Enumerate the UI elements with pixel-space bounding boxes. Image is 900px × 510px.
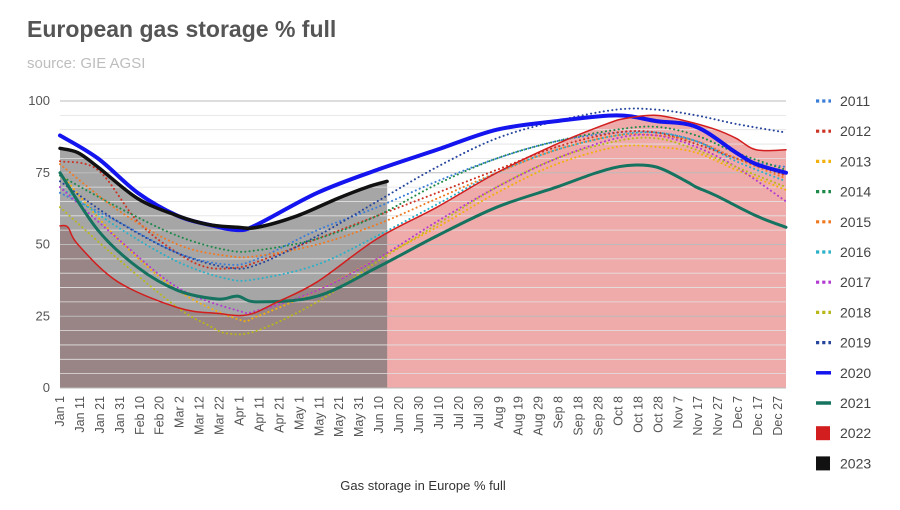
x-tick-label: Jun 10 (372, 396, 386, 434)
grid-lines (60, 100, 786, 389)
y-axis: 0 25 50 75 100 (28, 93, 50, 395)
series-line-2021 (58, 163, 788, 304)
x-tick-label: Mar 12 (193, 396, 207, 435)
series-line-2018 (59, 136, 787, 336)
series-line-2022 (59, 114, 787, 317)
legend-label-2013: 2013 (840, 153, 871, 169)
x-tick-label: Oct 8 (611, 396, 625, 426)
x-tick-label: Sep 28 (592, 396, 606, 436)
area-overlap (60, 225, 388, 388)
series-line-2012 (59, 129, 787, 270)
legend-label-2018: 2018 (840, 304, 871, 320)
y-tick-label: 100 (28, 93, 50, 108)
x-tick-label: Nov 7 (671, 396, 685, 429)
x-tick-label: Jan 21 (93, 396, 107, 434)
x-tick-label: Jan 31 (113, 396, 127, 434)
series-line-2014 (59, 125, 787, 253)
x-tick-label: Feb 10 (133, 396, 147, 435)
x-tick-label: Sep 18 (572, 396, 586, 436)
x-tick-label: Nov 27 (711, 396, 725, 436)
x-axis-label: Gas storage in Europe % full (340, 478, 506, 493)
x-tick-label: Dec 7 (731, 396, 745, 429)
x-tick-label: Mar 2 (173, 396, 187, 428)
series-line-2016 (59, 131, 787, 282)
x-tick-label: Feb 20 (153, 396, 167, 435)
x-tick-label: Aug 9 (492, 396, 506, 429)
x-tick-label: Jun 30 (412, 396, 426, 434)
legend: 2011 2012 2013 2014 2015 2016 2017 2018 2019 2020… (816, 93, 871, 471)
series-line-2023 (58, 146, 389, 230)
x-tick-label: Oct 28 (651, 396, 665, 433)
x-tick-label: Aug 19 (512, 396, 526, 436)
legend-label-2014: 2014 (840, 184, 871, 200)
x-tick-label: May 11 (312, 396, 326, 436)
series-line-2019 (59, 107, 787, 270)
x-tick-label: Oct 18 (631, 396, 645, 433)
x-tick-label: Aug 29 (532, 396, 546, 436)
legend-swatch-2023 (816, 456, 830, 471)
legend-label-2016: 2016 (840, 244, 871, 260)
x-tick-label: May 21 (332, 396, 346, 437)
x-tick-label: Apr 1 (233, 396, 247, 426)
x-tick-label: Jul 10 (432, 396, 446, 429)
legend-label-2015: 2015 (840, 214, 871, 230)
legend-label-2022: 2022 (840, 425, 871, 441)
legend-label-2020: 2020 (840, 365, 871, 381)
x-tick-label: Dec 17 (751, 396, 765, 436)
x-tick-label: Jan 1 (53, 396, 67, 427)
x-tick-label: Sep 8 (552, 396, 566, 429)
x-tick-label: May 31 (352, 396, 366, 437)
x-tick-label: Jun 20 (392, 396, 406, 434)
chart-title: European gas storage % full (27, 16, 337, 42)
x-tick-label: May 1 (292, 396, 306, 430)
legend-label-2021: 2021 (840, 395, 871, 411)
series-lines (58, 107, 788, 336)
x-axis: Jan 1 Jan 11 Jan 21 Jan 31 Feb 10 Feb 20 Mar 2… (53, 396, 785, 437)
x-tick-label: Jan 11 (73, 396, 87, 433)
x-tick-label: Jul 30 (472, 396, 486, 429)
series-line-2015 (59, 133, 787, 259)
legend-label-2011: 2011 (840, 93, 870, 109)
legend-label-2012: 2012 (840, 123, 871, 139)
y-tick-label: 25 (36, 308, 50, 323)
x-tick-label: Apr 11 (252, 396, 266, 432)
y-tick-label: 75 (36, 165, 50, 180)
series-line-2011 (59, 130, 787, 266)
legend-label-2017: 2017 (840, 274, 871, 290)
x-tick-label: Apr 21 (272, 396, 286, 433)
y-tick-label: 0 (43, 380, 50, 395)
chart-subtitle: source: GIE AGSI (27, 55, 146, 72)
legend-swatch-2022 (816, 426, 830, 441)
legend-label-2019: 2019 (840, 335, 871, 351)
x-tick-label: Nov 17 (691, 396, 705, 436)
legend-label-2023: 2023 (840, 455, 871, 471)
x-tick-label: Mar 22 (213, 396, 227, 435)
x-tick-label: Dec 27 (771, 396, 785, 436)
series-line-2013 (59, 144, 787, 323)
y-tick-label: 50 (36, 237, 50, 252)
x-tick-label: Jul 20 (452, 396, 466, 429)
